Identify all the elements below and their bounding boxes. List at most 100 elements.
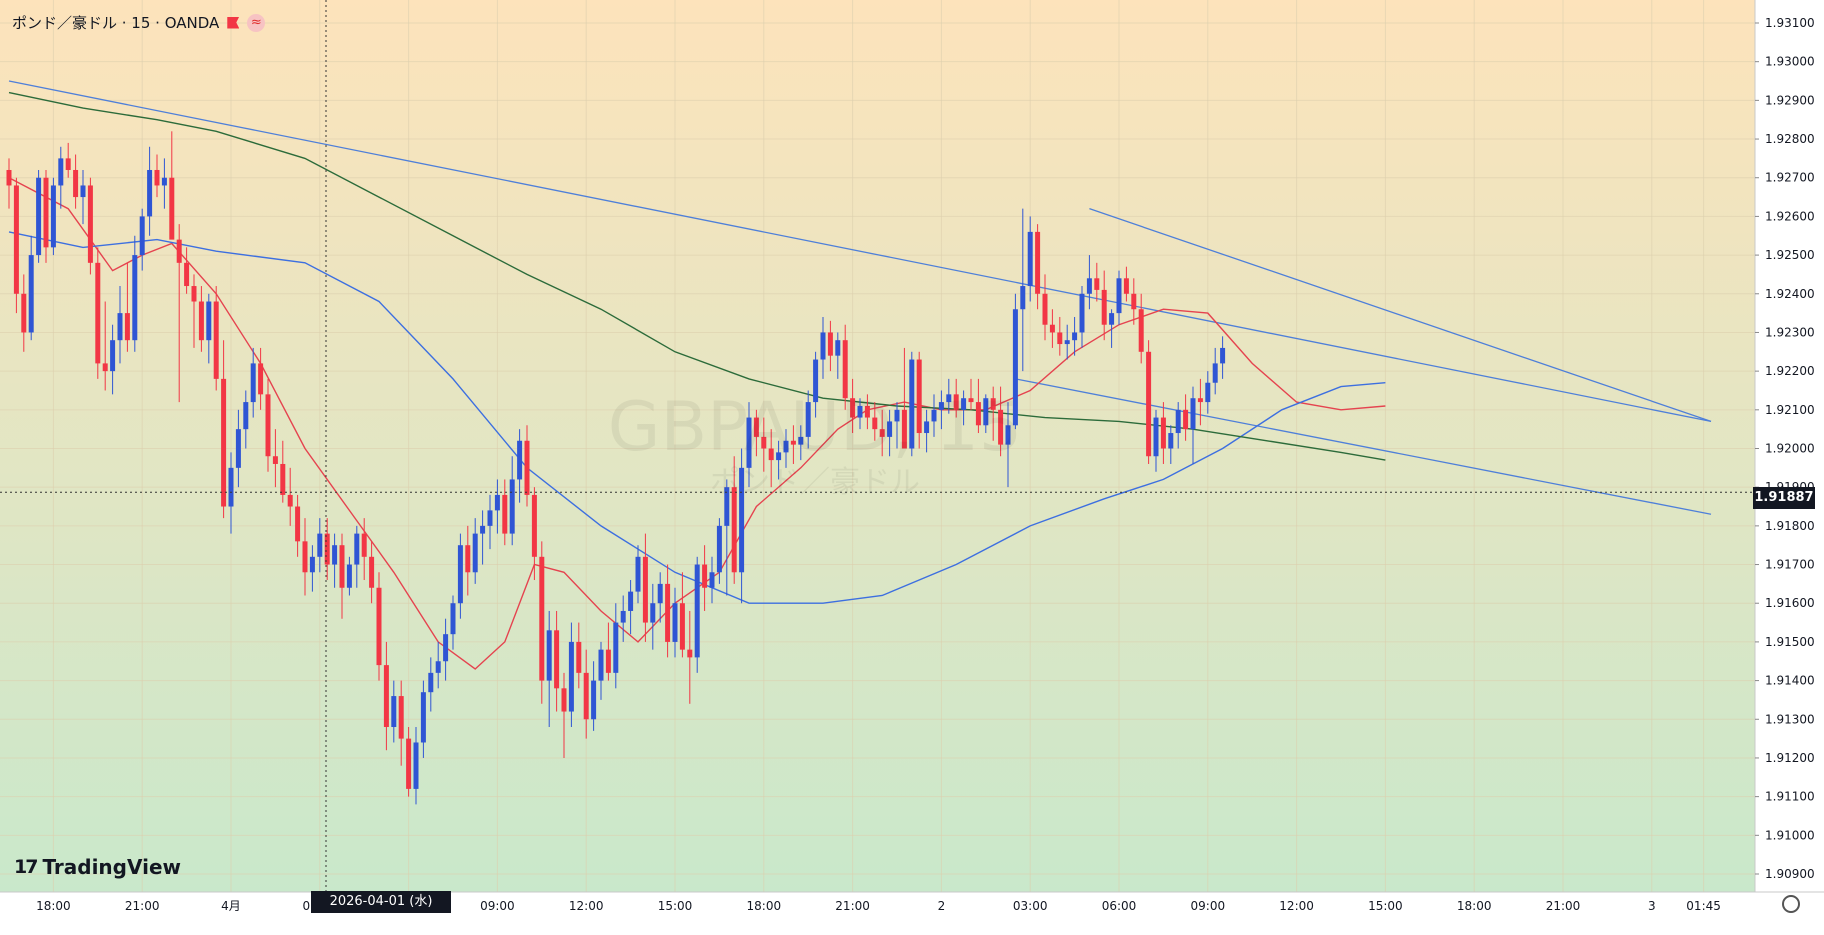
candle [139, 208, 145, 271]
candle-body [309, 556, 315, 573]
candle [13, 177, 19, 314]
candle [354, 525, 360, 588]
candle-body [1116, 278, 1122, 314]
candle-body [443, 634, 449, 662]
candle-body [835, 340, 841, 356]
settings-gear-icon[interactable] [1782, 895, 1800, 913]
candle [80, 169, 86, 225]
candle-body [924, 421, 930, 434]
candle-body [80, 185, 86, 198]
candle [36, 169, 42, 263]
time-tick-label: 18:00 [36, 899, 71, 913]
candle [768, 429, 774, 488]
candle [761, 417, 767, 472]
candle-body [1131, 293, 1137, 310]
candle-body [909, 359, 915, 449]
price-tick-label: 1.91700 [1765, 558, 1815, 572]
candle-body [546, 630, 552, 681]
candle-body [58, 158, 64, 186]
candle-body [206, 301, 212, 341]
time-axis[interactable]: 18:00 21:00 4月 03:00 06:00 09:00 12:00 15:00 18:… [0, 891, 1824, 913]
candle-body [502, 494, 508, 534]
candle-body [598, 649, 604, 681]
candle-body [1138, 309, 1144, 352]
candle-body [1160, 417, 1166, 449]
candle [990, 386, 996, 441]
candle-body [665, 583, 671, 642]
symbol-legend[interactable]: ポンド／豪ドル · 15 · OANDA ≈ [12, 12, 266, 33]
candle [1101, 270, 1107, 341]
candle [50, 177, 56, 256]
candle-body [228, 467, 234, 507]
candle-body [398, 696, 404, 739]
time-tick-label: 4月 [221, 899, 241, 913]
candle [901, 347, 907, 449]
candle [1205, 371, 1211, 414]
tradingview-logo[interactable]: 17 TradingView [14, 855, 181, 879]
price-tick-label: 1.92000 [1765, 442, 1815, 456]
candle-body [480, 525, 486, 534]
candle-body [894, 409, 900, 422]
candle [613, 603, 619, 689]
candle-body [428, 672, 434, 693]
candle [805, 390, 811, 449]
price-tick-label: 1.92700 [1765, 171, 1815, 185]
candle-body [901, 409, 907, 449]
candle [694, 556, 700, 673]
candle-body [983, 398, 989, 426]
candle [724, 479, 730, 596]
candle [465, 525, 471, 596]
time-tick-label: 09:00 [480, 899, 515, 913]
price-tick-label: 1.92200 [1765, 364, 1815, 378]
candle [1057, 316, 1063, 356]
candle [228, 452, 234, 534]
candle-body [13, 185, 19, 294]
time-tick-label: 15:00 [658, 899, 693, 913]
candle-body [6, 169, 12, 186]
price-tick-label: 1.92400 [1765, 287, 1815, 301]
candle [827, 320, 833, 372]
candle [280, 440, 286, 503]
flag-icon[interactable] [227, 16, 240, 29]
candle-body [457, 545, 463, 604]
compare-wave-icon[interactable]: ≈ [247, 13, 266, 32]
candle-body [87, 185, 93, 263]
candle-body [235, 429, 241, 468]
price-tick-label: 1.91200 [1765, 751, 1815, 765]
candle-body [1123, 278, 1129, 294]
candle-body [198, 301, 204, 341]
candle [887, 409, 893, 457]
candle [783, 429, 789, 468]
candle-body [406, 738, 412, 789]
candle [95, 247, 101, 379]
candle-body [798, 436, 804, 445]
candle-body [139, 216, 145, 256]
tradingview-logo-icon: 17 [14, 856, 38, 878]
candle [1086, 255, 1092, 310]
candle-body [346, 564, 352, 588]
candle-body [968, 398, 974, 403]
candle [235, 409, 241, 488]
candle [864, 394, 870, 430]
candle-body [494, 494, 500, 511]
candle [546, 610, 552, 728]
candle-body [1205, 382, 1211, 403]
price-tick-label: 1.91600 [1765, 596, 1815, 610]
candle-body [857, 405, 863, 418]
candle [272, 429, 278, 488]
candle [753, 409, 759, 457]
price-tick-label: 1.91100 [1765, 790, 1815, 804]
candle [398, 680, 404, 766]
candle-body [21, 293, 27, 333]
candle-body [1094, 278, 1100, 290]
symbol-title[interactable]: ポンド／豪ドル · 15 · OANDA [12, 14, 220, 32]
candle [879, 409, 885, 457]
candle-body [413, 742, 419, 789]
candle-body [420, 692, 426, 743]
candle-body [568, 641, 574, 712]
candle-body [472, 533, 478, 573]
candle-body [731, 487, 737, 573]
candle [1064, 324, 1070, 360]
candle [361, 518, 367, 581]
